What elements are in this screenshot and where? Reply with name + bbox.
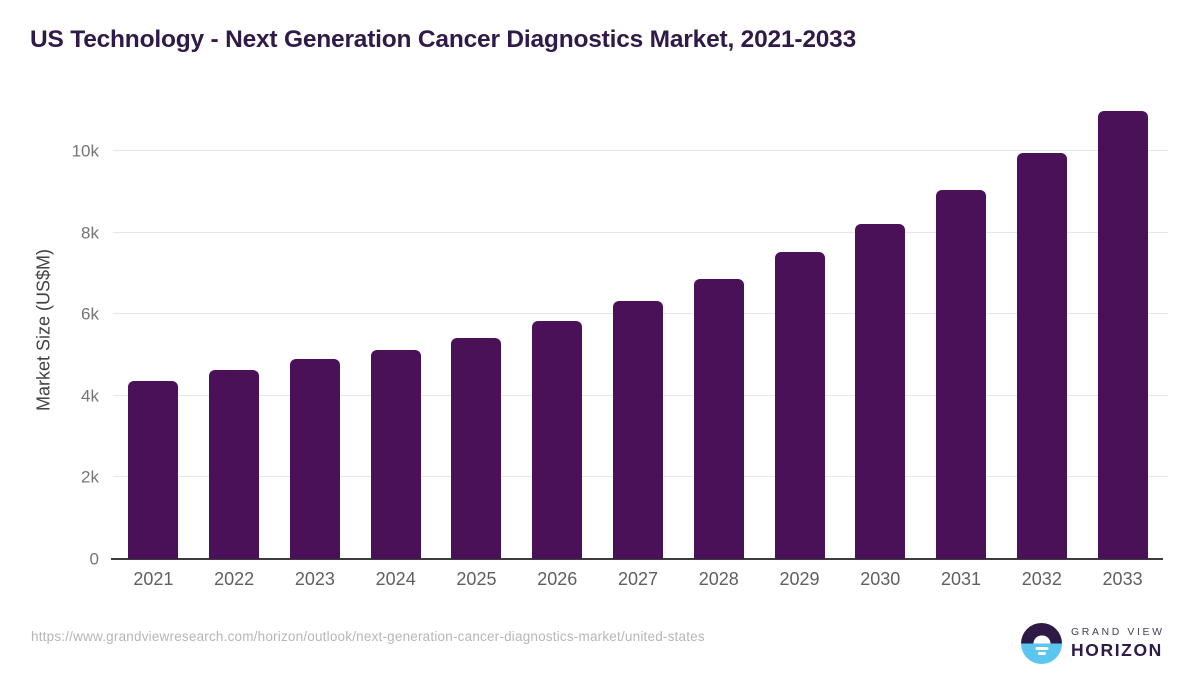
bar-2031 [936, 190, 987, 559]
x-tick-label-2022: 2022 [214, 569, 255, 589]
y-tick-label-4k: 4k [81, 386, 99, 406]
bars-row [113, 100, 1163, 559]
y-tick-label-8k: 8k [81, 223, 99, 243]
x-tick-label-2027: 2027 [617, 569, 658, 589]
bar-2025 [451, 337, 502, 559]
bar-2024 [370, 350, 421, 559]
x-tick-label-2031: 2031 [941, 569, 982, 589]
x-tick-label-2023: 2023 [294, 569, 335, 589]
bar-2027 [612, 300, 663, 559]
chart-title: US Technology - Next Generation Cancer D… [30, 26, 857, 53]
x-tick-label-2028: 2028 [698, 569, 739, 589]
bar-band-2031 [921, 100, 1002, 559]
bar-band-2022 [194, 100, 275, 559]
bar-2029 [774, 252, 825, 559]
bar-band-2029 [759, 100, 840, 559]
x-tick-label-2025: 2025 [456, 569, 497, 589]
bar-band-2033 [1082, 100, 1163, 559]
plot-area: 0 2k 4k 6k 8k 10k [72, 100, 1168, 568]
bar-2021 [128, 380, 179, 559]
logo-line2: HORIZON [1071, 640, 1163, 660]
bar-band-2028 [678, 100, 759, 559]
bar-2033 [1097, 111, 1148, 559]
x-axis-line [111, 558, 1163, 560]
horizon-sunset-icon [1021, 623, 1062, 664]
x-tick-label-2021: 2021 [133, 569, 174, 589]
bar-band-2027 [598, 100, 679, 559]
source-url: https://www.grandviewresearch.com/horizo… [31, 629, 705, 644]
sun-shape [1033, 635, 1050, 644]
bar-2026 [532, 320, 583, 559]
bar-band-2021 [113, 100, 194, 559]
y-tick-label-2k: 2k [81, 467, 99, 487]
bar-2023 [289, 359, 340, 559]
y-tick-label-10k: 10k [71, 141, 99, 161]
x-tick-label-2032: 2032 [1021, 569, 1062, 589]
x-tick-label-2024: 2024 [375, 569, 416, 589]
x-tick-label-2030: 2030 [860, 569, 901, 589]
bar-band-2030 [840, 100, 921, 559]
bar-band-2024 [355, 100, 436, 559]
y-axis-label: Market Size (US$M) [33, 248, 54, 412]
bar-2022 [209, 369, 260, 559]
bar-band-2023 [275, 100, 356, 559]
y-tick-label-0: 0 [89, 549, 99, 569]
bar-band-2032 [1001, 100, 1082, 559]
x-tick-label-2029: 2029 [779, 569, 820, 589]
bar-2030 [855, 223, 906, 559]
x-tick-label-2026: 2026 [537, 569, 578, 589]
x-axis-labels: 2021 2022 2023 2024 2025 2026 2027 2028 2029 2030… [113, 569, 1163, 590]
logo-line1: GRAND VIEW [1071, 626, 1165, 638]
sun-reflection-line [1037, 652, 1046, 655]
gridline-10k [113, 150, 1168, 151]
bar-band-2026 [517, 100, 598, 559]
bar-band-2025 [436, 100, 517, 559]
gridline-8k [113, 231, 1168, 233]
grand-view-horizon-logo: GRAND VIEW HORIZON [1021, 623, 1165, 664]
bar-2028 [693, 278, 744, 559]
x-tick-label-2033: 2033 [1102, 569, 1143, 589]
bar-2032 [1016, 153, 1067, 559]
sun-reflection-line [1035, 646, 1048, 650]
y-tick-label-6k: 6k [81, 304, 99, 324]
logo-text: GRAND VIEW HORIZON [1071, 626, 1165, 661]
